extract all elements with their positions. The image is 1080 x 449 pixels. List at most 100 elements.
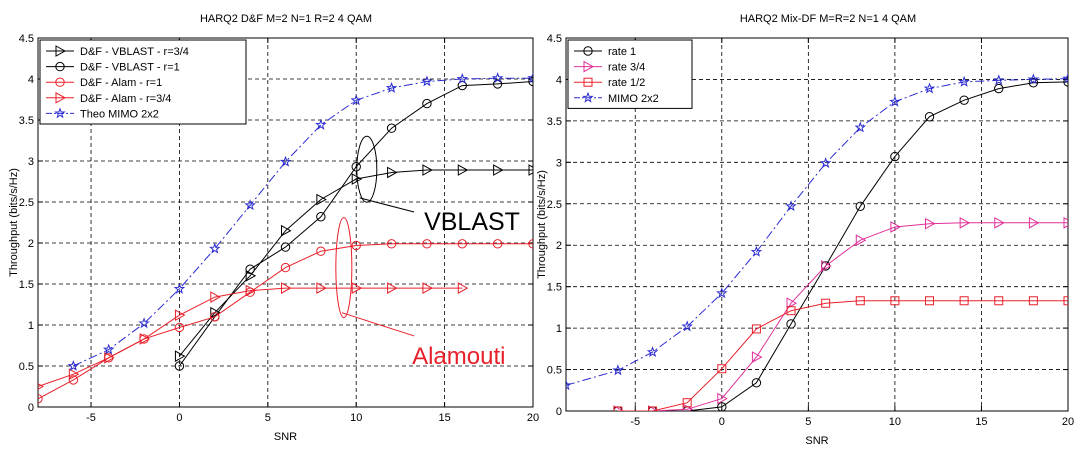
chart1-y-tick-label: 3 — [28, 156, 34, 168]
chart1-x-tick-label: 0 — [176, 412, 182, 424]
chart1-series-d-f-vblast-r-3-4-point — [174, 350, 186, 363]
chart2-series-rate-1-point — [1028, 78, 1039, 88]
chart2-title: HARQ2 Mix-DF M=R=2 N=1 4 QAM — [740, 13, 916, 25]
chart1-series-d-f-vblast-r-3-4-line — [179, 169, 533, 357]
chart1-series-d-f-alam-r-1-point — [280, 262, 291, 273]
chart2-y-tick-label: 3.5 — [547, 116, 562, 128]
chart1-legend-marker — [55, 61, 65, 72]
chart1-series-d-f-vblast-r-3-4-point — [281, 224, 292, 237]
chart2-y-tick-label: 4 — [556, 74, 562, 86]
chart2-series-rate-1-2-point — [855, 296, 865, 306]
chart1-legend-marker — [54, 107, 66, 119]
chart2-legend-marker — [583, 46, 593, 56]
chart1-series-theo-mimo-2x2-point — [279, 155, 292, 167]
chart2-series-rate-1-2-line — [617, 300, 1068, 411]
chart1-title: HARQ2 D&F M=2 N=1 R=2 4 QAM — [200, 13, 372, 25]
chart1-series-d-f-alam-r-1-point — [174, 322, 185, 333]
chart1-series-theo-mimo-2x2-point — [491, 72, 504, 84]
chart1-series-theo-mimo-2x2-point — [456, 72, 469, 84]
chart1-series-d-f-alam-r-3-4-point — [245, 284, 257, 297]
chart1-series-d-f-alam-r-3-4-point — [422, 282, 433, 294]
chart1-vblast-leader — [359, 197, 415, 213]
chart2-x-tick-label: 10 — [889, 416, 901, 428]
chart2-legend-marker — [582, 91, 594, 103]
chart2-x-tick-label: 15 — [975, 416, 987, 428]
chart1-annotation-alamouti: Alamouti — [412, 343, 505, 370]
chart2-series-rate-1-2-point — [994, 296, 1004, 306]
chart2-series-mimo-2x2-point — [612, 364, 624, 376]
chart2-series-mimo-2x2-point — [681, 320, 693, 332]
chart2-series-rate-1-point — [1063, 77, 1068, 87]
chart1-series-d-f-alam-r-1-point — [38, 394, 43, 404]
chart2-series-rate-3-4-point — [751, 351, 763, 363]
chart1-legend-label: Theo MIMO 2x2 — [80, 108, 159, 120]
chart1-x-tick-label: 20 — [527, 412, 539, 424]
chart2-series-mimo-2x2-line — [566, 78, 1068, 386]
chart2-x-tick-label: 5 — [805, 416, 811, 428]
chart1-series-theo-mimo-2x2-line — [73, 77, 533, 367]
chart1-series-d-f-vblast-r-3-4-point — [316, 193, 327, 206]
chart1-annotation-vblast: VBLAST — [424, 208, 520, 236]
chart1-series-d-f-vblast-r-1-point — [351, 162, 361, 172]
chart1-series-d-f-vblast-r-3-4-point — [493, 164, 504, 176]
chart2-series-mimo-2x2-point — [1027, 73, 1040, 85]
chart1-y-axis-label: Throughput (bits/s/Hz) — [8, 168, 20, 277]
chart2-series-rate-1-2-point — [786, 306, 796, 316]
chart2: -5 0 5 10 15 20 0 0.5 1 1.5 2 2.5 3 3.5 4 4.5 HARQ2 Mix-… — [536, 13, 1074, 447]
chart2-legend-label: MIMO 2x2 — [608, 93, 659, 105]
chart2-series-rate-1-2-point — [1028, 296, 1038, 306]
chart2-series-rate-1-point — [751, 378, 762, 388]
chart2-series-mimo-2x2-point — [1062, 72, 1068, 84]
chart2-series-mimo-2x2-point — [854, 121, 867, 133]
chart1-series-theo-mimo-2x2 — [67, 72, 533, 371]
chart2-y-tick-label: 2 — [556, 240, 562, 252]
chart1-alamouti-leader — [341, 312, 415, 337]
chart1-x-tick-label: 5 — [265, 412, 271, 424]
chart1-series-d-f-vblast-r-1-point — [316, 212, 326, 222]
chart1-vblast-ellipse — [356, 135, 378, 203]
chart2-series-rate-1-point — [786, 319, 796, 329]
chart1-series-theo-mimo-2x2-point — [527, 72, 533, 84]
chart2-y-tick-label: 3 — [556, 157, 562, 169]
chart1-series-d-f-vblast-r-1-point — [386, 123, 397, 133]
chart2-series-rate-3-4-point — [717, 392, 728, 405]
chart2-legend-marker — [583, 60, 595, 73]
chart2-legend-label: rate 3/4 — [608, 62, 645, 74]
chart2-series-rate-3-4-point — [994, 216, 1005, 229]
chart2-series-rate-1-point — [924, 112, 935, 122]
chart1-series-d-f-vblast-r-3-4-point — [422, 164, 433, 176]
chart1-series-d-f-alam-r-1-point — [68, 375, 79, 385]
chart1-series-d-f-alam-r-1-point — [457, 239, 467, 249]
chart1-legend-marker — [55, 77, 65, 87]
chart2-series-rate-1-point — [855, 201, 865, 211]
chart1-y-tick-label: 3.5 — [19, 115, 34, 127]
chart2-series-rate-1-2-point — [821, 298, 831, 308]
chart1-series-theo-mimo-2x2-point — [315, 118, 327, 130]
chart2-series-mimo-2x2-point — [566, 379, 572, 391]
chart2-series-mimo-2x2-point — [958, 75, 970, 87]
chart1-y-tick-label: 0.5 — [19, 361, 34, 373]
chart1-legend-label: D&F - VBLAST - r=1 — [80, 62, 180, 74]
chart2-series-rate-3-4-point — [613, 405, 624, 411]
chart1-x-axis-label: SNR — [274, 431, 297, 443]
chart2-series-rate-1-line — [617, 81, 1068, 411]
chart2-series-rate-1-point — [717, 402, 727, 411]
chart1-y-tick-label: 0 — [28, 402, 34, 414]
chart1-series-d-f-alam-r-3-4 — [38, 282, 469, 390]
chart2-series-rate-1-point — [959, 95, 969, 105]
chart1-series-theo-mimo-2x2-point — [102, 343, 115, 355]
chart2-series-mimo-2x2-point — [923, 82, 936, 94]
chart1-x-tick-label: -5 — [86, 412, 96, 424]
chart2-series-mimo-2x2-point — [819, 157, 832, 169]
chart2-series-rate-3-4-point — [959, 216, 971, 229]
chart2-series-rate-3-4-point — [1028, 216, 1040, 229]
chart1-series-theo-mimo-2x2-point — [244, 199, 256, 211]
chart2-series-rate-3-4-point — [648, 405, 659, 411]
chart1-legend-label: D&F - Alam - r=3/4 — [80, 93, 171, 105]
chart1-series-d-f-alam-r-1-point — [210, 312, 220, 322]
chart1-x-tick-label: 15 — [438, 412, 450, 424]
chart1-series-d-f-vblast-r-1-point — [245, 264, 255, 274]
chart1-series-d-f-alam-r-3-4-point — [139, 333, 151, 345]
chart2-series-rate-3-4 — [613, 216, 1068, 411]
